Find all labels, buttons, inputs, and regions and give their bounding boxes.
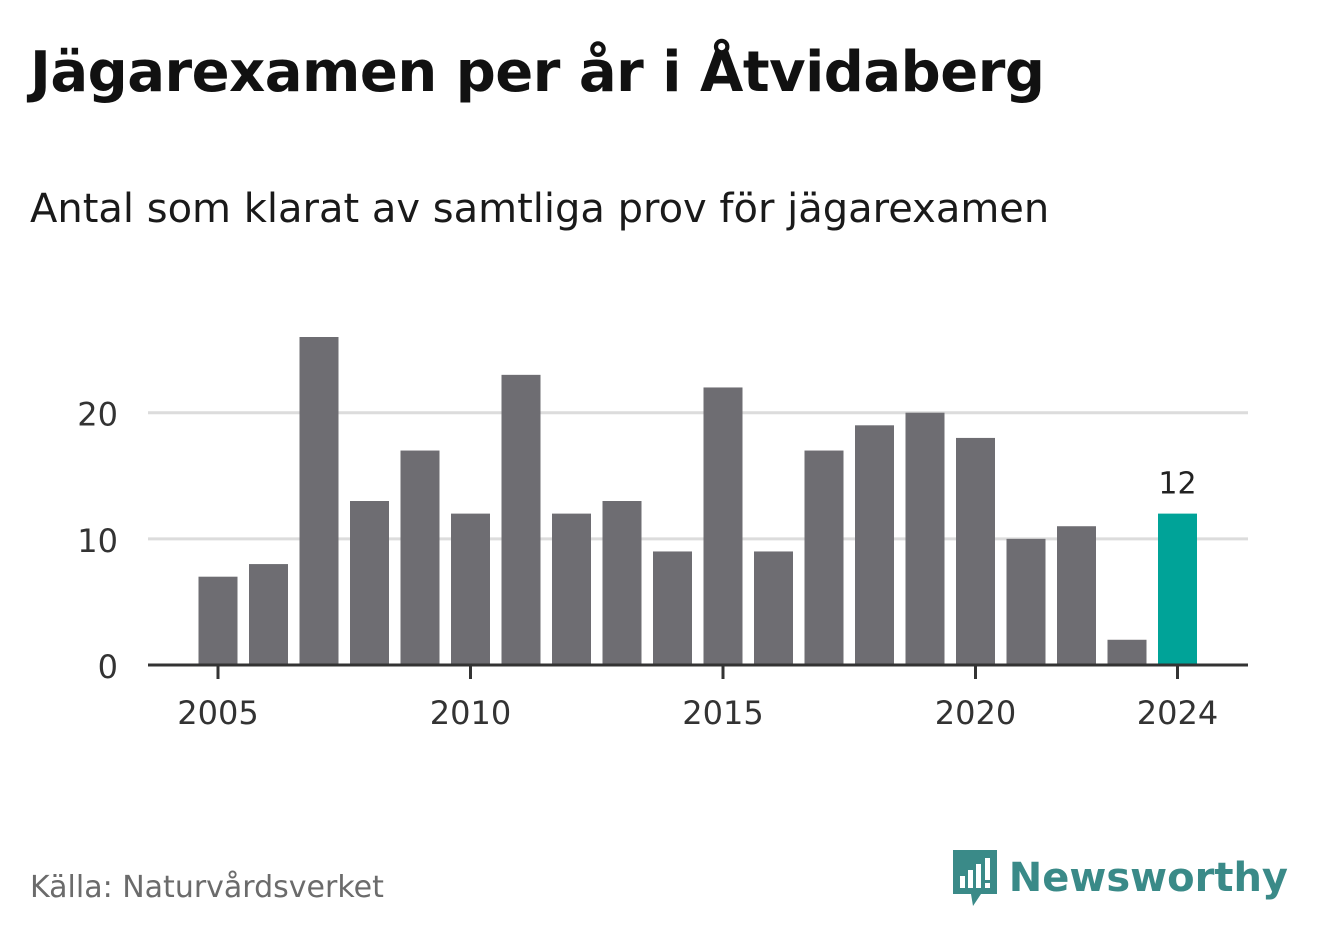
- chart-subtitle: Antal som klarat av samtliga prov för jä…: [30, 186, 1050, 232]
- x-tick-label-2015: 2015: [682, 694, 763, 732]
- bar-2011: [501, 374, 541, 665]
- bar-2013: [602, 501, 642, 665]
- x-tick-label-2020: 2020: [935, 694, 1016, 732]
- bar-2015: [703, 387, 743, 665]
- x-tick-label-2005: 2005: [177, 694, 258, 732]
- newsworthy-logo-icon: [952, 850, 997, 906]
- y-tick-label-20: 20: [77, 396, 118, 434]
- bar-2012: [552, 513, 591, 665]
- bar-2014: [653, 551, 692, 665]
- bar-2022: [1057, 526, 1096, 665]
- bar-2008: [350, 501, 389, 665]
- bar-2024: [1158, 513, 1197, 665]
- bar-2010: [451, 513, 490, 665]
- bar-2017: [804, 450, 844, 665]
- source-note: Källa: Naturvårdsverket: [30, 870, 384, 905]
- bars: [198, 337, 1197, 665]
- x-tick-label-2024: 2024: [1137, 694, 1218, 732]
- bar-2020: [956, 437, 995, 665]
- bar-2007: [299, 337, 339, 665]
- y-tick-label-0: 0: [98, 648, 118, 686]
- bar-2023: [1107, 639, 1147, 665]
- bar-2018: [855, 425, 894, 665]
- bar-2021: [1006, 538, 1046, 665]
- bar-2005: [198, 576, 238, 665]
- bar-2019: [905, 412, 945, 665]
- bar-2009: [400, 450, 440, 665]
- axes: [148, 663, 1248, 679]
- data-label-2024: 12: [1158, 467, 1196, 502]
- bar-2016: [754, 551, 793, 665]
- bar-chart: 0 10 20 12 2005 2010 2015 2020 2024: [77, 337, 1248, 732]
- y-tick-label-10: 10: [77, 522, 118, 560]
- chart-title: Jägarexamen per år i Åtvidaberg: [30, 40, 1045, 105]
- x-tick-label-2010: 2010: [430, 694, 511, 732]
- brand-logo: Newsworthy: [951, 848, 1288, 908]
- brand-name: Newsworthy: [1008, 855, 1288, 901]
- labels: 0 10 20 12 2005 2010 2015 2020 2024: [77, 396, 1218, 732]
- bar-2006: [249, 564, 288, 665]
